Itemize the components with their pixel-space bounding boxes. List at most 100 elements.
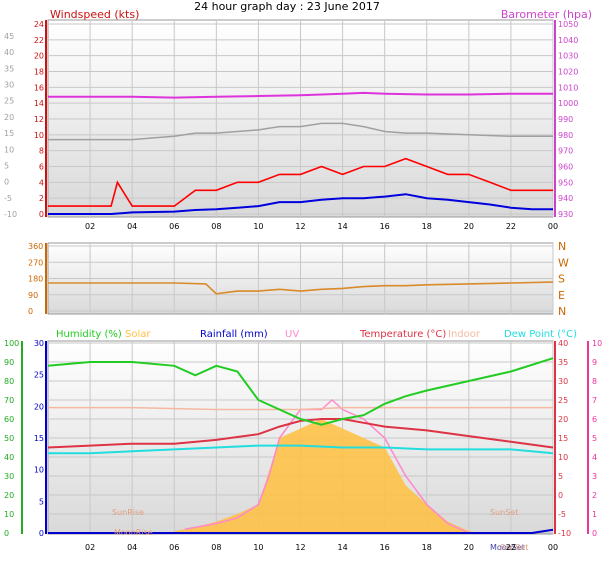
humidity-axis-tick: 50 <box>4 434 14 443</box>
grey-axis-tick: 45 <box>4 32 14 41</box>
uv-axis-tick: 10 <box>592 339 602 348</box>
solar-area <box>174 419 480 533</box>
wind-axis-tick: 16 <box>34 83 44 92</box>
series-marks <box>47 91 554 534</box>
compass-label: N <box>558 305 566 318</box>
wind-axis-tick: 24 <box>34 20 44 29</box>
compass-label: E <box>558 289 565 302</box>
uv-axis-tick: 1 <box>592 510 597 519</box>
wind-axis-tick: 12 <box>34 115 44 124</box>
humidity-axis-tick: 100 <box>4 339 19 348</box>
humidity-axis-tick: 30 <box>4 472 14 481</box>
uv-axis-tick: 3 <box>592 472 597 481</box>
wind-axis-tick: 4 <box>39 178 44 187</box>
grey-axis-tick: -5 <box>4 194 12 203</box>
legend-1: Solar <box>125 329 151 340</box>
wind-axis-tick: 0 <box>39 210 44 219</box>
average-wind-line <box>48 193 553 215</box>
windspeed-line <box>48 157 553 207</box>
temp-axis-tick: 30 <box>558 377 568 386</box>
grey-series-line <box>48 122 553 141</box>
legend-6: Dew Point (°C) <box>504 329 577 340</box>
grey-axis-tick: 40 <box>4 48 14 57</box>
barometer-line <box>48 91 553 99</box>
legend-2: Rainfall (mm) <box>200 329 268 340</box>
annotation: MoonSet <box>490 543 525 552</box>
rain-axis-tick: 0 <box>39 529 44 538</box>
temp-time-tick: 18 <box>422 543 432 552</box>
direction-axis-tick: 90 <box>28 291 38 300</box>
baro-axis-tick: 940 <box>558 194 573 203</box>
wind-time-tick: 06 <box>169 222 179 231</box>
rain-axis-tick: 20 <box>34 402 44 411</box>
baro-axis-tick: 1000 <box>558 99 578 108</box>
temp-time-tick: 12 <box>295 543 305 552</box>
wind-time-tick: 10 <box>253 222 263 231</box>
temp-axis-tick: 20 <box>558 415 568 424</box>
dewpoint-line <box>48 444 554 455</box>
baro-axis-tick: 980 <box>558 131 573 140</box>
baro-axis-tick: 930 <box>558 210 573 219</box>
temp-time-tick: 08 <box>211 543 221 552</box>
wind-time-tick: 16 <box>380 222 390 231</box>
rain-axis-tick: 15 <box>34 434 44 443</box>
uv-line <box>184 398 470 534</box>
grey-axis-tick: -10 <box>4 210 17 219</box>
legend-4: Temperature (°C) <box>359 329 446 340</box>
temp-time-tick: 00 <box>548 543 558 552</box>
baro-axis-tick: 1030 <box>558 52 578 61</box>
grey-axis-tick: 5 <box>4 161 9 170</box>
legend-3: UV <box>285 329 299 340</box>
grey-axis-tick: 0 <box>4 178 9 187</box>
compass-label: N <box>558 240 566 253</box>
wind-axis-tick: 8 <box>39 147 44 156</box>
baro-axis-tick: 970 <box>558 147 573 156</box>
wind-time-tick: 14 <box>337 222 347 231</box>
baro-axis-tick: 950 <box>558 178 573 187</box>
temp-time-tick: 10 <box>253 543 263 552</box>
baro-axis-tick: 1040 <box>558 36 578 45</box>
annotation: SunRise <box>112 508 144 517</box>
wind-axis-tick: 22 <box>34 36 44 45</box>
uv-axis-tick: 5 <box>592 434 597 443</box>
uv-axis-tick: 4 <box>592 453 597 462</box>
humidity-axis-tick: 70 <box>4 396 14 405</box>
wind-time-tick: 08 <box>211 222 221 231</box>
uv-axis-tick: 7 <box>592 396 597 405</box>
compass-label: S <box>558 273 565 286</box>
baro-axis-tick: 990 <box>558 115 573 124</box>
baro-axis-tick: 1050 <box>558 20 578 29</box>
rain-axis-tick: 30 <box>34 339 44 348</box>
temp-axis-tick: 15 <box>558 434 568 443</box>
temp-time-tick: 20 <box>464 543 474 552</box>
humidity-line <box>47 357 554 426</box>
humidity-axis-tick: 20 <box>4 491 14 500</box>
wind-time-tick: 04 <box>127 222 137 231</box>
temp-time-tick: 22 <box>506 543 516 552</box>
chart-title: 24 hour graph day : 23 June 2017 <box>194 0 380 13</box>
temp-axis-tick: 10 <box>558 453 568 462</box>
direction-axis-tick: 180 <box>28 275 43 284</box>
humidity-axis-tick: 10 <box>4 510 14 519</box>
wind-axis-tick: 10 <box>34 131 44 140</box>
temp-time-tick: 04 <box>127 543 137 552</box>
grey-axis-tick: 20 <box>4 113 14 122</box>
temp-axis-tick: 35 <box>558 358 568 367</box>
legend-windspeed: Windspeed (kts) <box>50 8 139 21</box>
direction-line <box>48 281 554 295</box>
rainfall-line <box>48 528 554 534</box>
direction-axis-tick: 270 <box>28 258 43 267</box>
direction-axis-tick: 0 <box>28 307 33 316</box>
temp-axis-tick: 25 <box>558 396 568 405</box>
baro-axis-tick: 1020 <box>558 68 578 77</box>
wind-time-tick: 22 <box>506 222 516 231</box>
wind-time-tick: 00 <box>548 222 558 231</box>
temp-axis-tick: -5 <box>558 510 566 519</box>
annotation: SunSet <box>500 543 528 552</box>
temp-time-tick: 14 <box>337 543 347 552</box>
annotation: MoonRise <box>114 528 153 537</box>
temp-axis-tick: -10 <box>558 529 571 538</box>
wind-axis-tick: 2 <box>39 194 44 203</box>
grey-axis-tick: 30 <box>4 81 14 90</box>
humidity-axis-tick: 0 <box>4 529 9 538</box>
